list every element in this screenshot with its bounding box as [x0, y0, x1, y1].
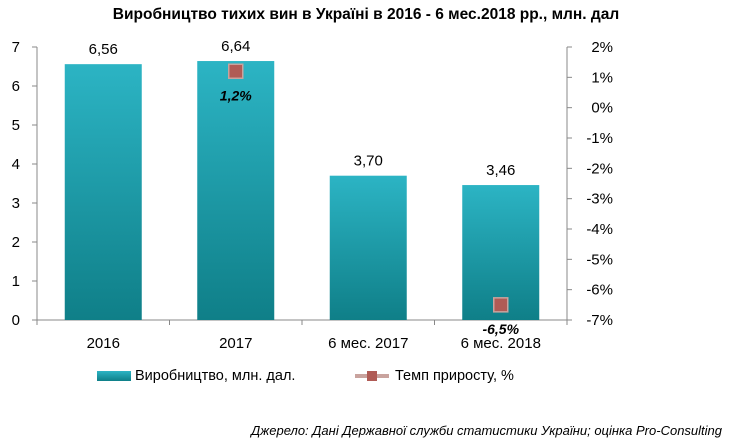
left-tick-label: 0: [12, 312, 20, 329]
bar-value-label: 6,56: [89, 41, 118, 58]
x-tick-label: 2017: [219, 335, 252, 352]
left-tick-label: 3: [12, 195, 20, 212]
left-tick-label: 5: [12, 117, 20, 134]
legend-line-swatch: [355, 370, 389, 382]
bar: [64, 64, 142, 320]
right-tick-label: -3%: [586, 191, 613, 208]
right-tick-label: -7%: [586, 312, 613, 329]
right-tick-label: -1%: [586, 130, 613, 147]
growth-marker: [493, 297, 509, 313]
right-tick-label: -2%: [586, 160, 613, 177]
x-tick-label: 6 мес. 2018: [461, 335, 541, 352]
bar-value-label: 3,70: [354, 153, 383, 170]
growth-value-label: -6,5%: [482, 321, 519, 337]
right-tick-label: -6%: [586, 282, 613, 299]
right-tick-label: 0%: [591, 100, 613, 117]
x-tick-label: 2016: [87, 335, 120, 352]
left-tick-label: 2: [12, 234, 20, 251]
growth-marker: [228, 63, 244, 80]
left-tick-label: 1: [12, 273, 20, 290]
bar: [329, 175, 407, 320]
bar-value-label: 3,46: [486, 162, 515, 179]
legend-item-line: Темп приросту, %: [355, 368, 514, 384]
right-tick-label: -5%: [586, 251, 613, 268]
legend-line-label: Темп приросту, %: [395, 368, 514, 384]
source-note: Джерело: Дані Державної служби статистик…: [251, 423, 722, 438]
legend-item-bar: Виробництво, млн. дал.: [97, 368, 295, 384]
left-tick-label: 4: [12, 156, 20, 173]
bar-value-label: 6,64: [221, 38, 250, 55]
right-tick-label: -4%: [586, 221, 613, 238]
right-tick-label: 2%: [591, 39, 613, 56]
left-tick-label: 6: [12, 78, 20, 95]
bar: [197, 61, 275, 320]
x-tick-label: 6 мес. 2017: [328, 335, 408, 352]
chart-title: Виробництво тихих вин в Україні в 2016 -…: [112, 6, 620, 23]
legend-bar-swatch: [97, 371, 131, 381]
growth-value-label: 1,2%: [220, 87, 252, 103]
legend-bar-label: Виробництво, млн. дал.: [135, 368, 296, 384]
right-tick-label: 1%: [591, 69, 613, 86]
left-tick-label: 7: [12, 39, 20, 56]
